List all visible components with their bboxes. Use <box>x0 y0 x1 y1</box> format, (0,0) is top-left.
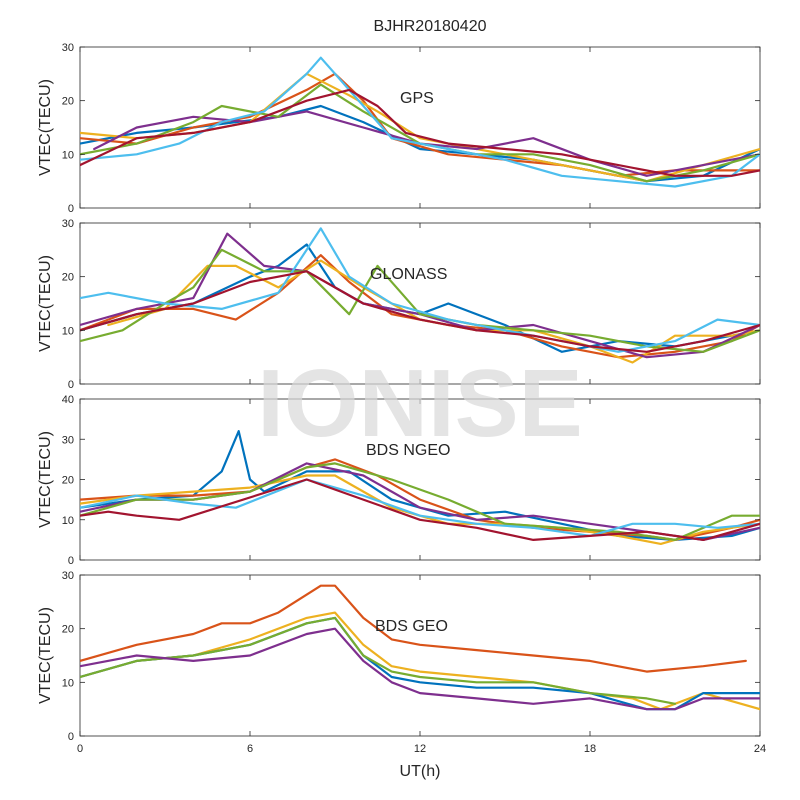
series-line-0 <box>80 584 747 673</box>
series-group <box>80 584 760 711</box>
panel-0: 0 10 20 30 VTEC(TECU) GPS <box>37 42 761 215</box>
panel-title: GPS <box>400 90 434 107</box>
series-line-4 <box>80 248 760 353</box>
y-axis-label: VTEC(TECU) <box>37 431 54 528</box>
watermark: IONISE <box>257 350 582 457</box>
y-tick-label: 10 <box>62 149 74 161</box>
series-group <box>80 56 760 188</box>
series-group <box>80 227 760 364</box>
panel-title: BDS GEO <box>375 618 448 635</box>
y-tick-label: 30 <box>62 570 74 582</box>
panel-3: 0 10 20 30 0 6 12 18 24 VTEC(TECU) BDS GEO <box>37 570 766 755</box>
series-line-5 <box>80 56 760 188</box>
panels: 0 10 20 30 VTEC(TECU) GPS 0 10 20 30 VTEC(TECU) GLO… <box>37 42 766 755</box>
y-tick-label: 0 <box>68 203 74 215</box>
axes-frame <box>79 398 761 561</box>
series-line-6 <box>80 478 760 541</box>
panel-title: GLONASS <box>370 266 447 283</box>
y-axis-label: VTEC(TECU) <box>37 255 54 352</box>
y-tick-label: 30 <box>62 218 74 230</box>
x-tick-label: 18 <box>584 743 596 755</box>
y-tick-label: 10 <box>62 515 74 527</box>
series-line-6 <box>80 88 760 177</box>
x-tick-label: 6 <box>247 743 253 755</box>
y-tick-label: 10 <box>62 677 74 689</box>
series-line-3 <box>80 616 677 705</box>
y-tick-label: 10 <box>62 325 74 337</box>
y-axis-label: VTEC(TECU) <box>37 79 54 176</box>
panel-2: 0 10 20 30 40 VTEC(TECU) BDS NGEO <box>37 394 761 567</box>
series-line-3 <box>80 232 760 359</box>
y-tick-label: 0 <box>68 555 74 567</box>
series-line-1 <box>80 611 760 711</box>
figure-title: BJHR20180420 <box>374 18 487 35</box>
panel-title: BDS NGEO <box>366 442 450 459</box>
y-axis-label: VTEC(TECU) <box>37 607 54 704</box>
series-group <box>80 430 760 545</box>
x-tick-label: 12 <box>414 743 426 755</box>
y-tick-label: 20 <box>62 272 74 284</box>
y-tick-label: 30 <box>62 42 74 54</box>
y-tick-label: 0 <box>68 731 74 743</box>
series-line-4 <box>80 462 760 541</box>
y-tick-label: 40 <box>62 394 74 406</box>
x-tick-label: 24 <box>754 743 766 755</box>
y-tick-label: 20 <box>62 96 74 108</box>
series-line-6 <box>80 270 760 353</box>
series-line-4 <box>80 83 760 183</box>
y-tick-label: 20 <box>62 624 74 636</box>
y-tick-label: 20 <box>62 475 74 487</box>
x-tick-label: 0 <box>77 743 83 755</box>
x-axis-label: UT(h) <box>400 763 441 780</box>
series-line-4 <box>80 627 760 711</box>
y-tick-label: 0 <box>68 379 74 391</box>
panel-1: 0 10 20 30 VTEC(TECU) GLONASS <box>37 218 761 391</box>
y-tick-label: 30 <box>62 434 74 446</box>
series-line-1 <box>80 254 760 359</box>
series-line-5 <box>80 478 760 537</box>
